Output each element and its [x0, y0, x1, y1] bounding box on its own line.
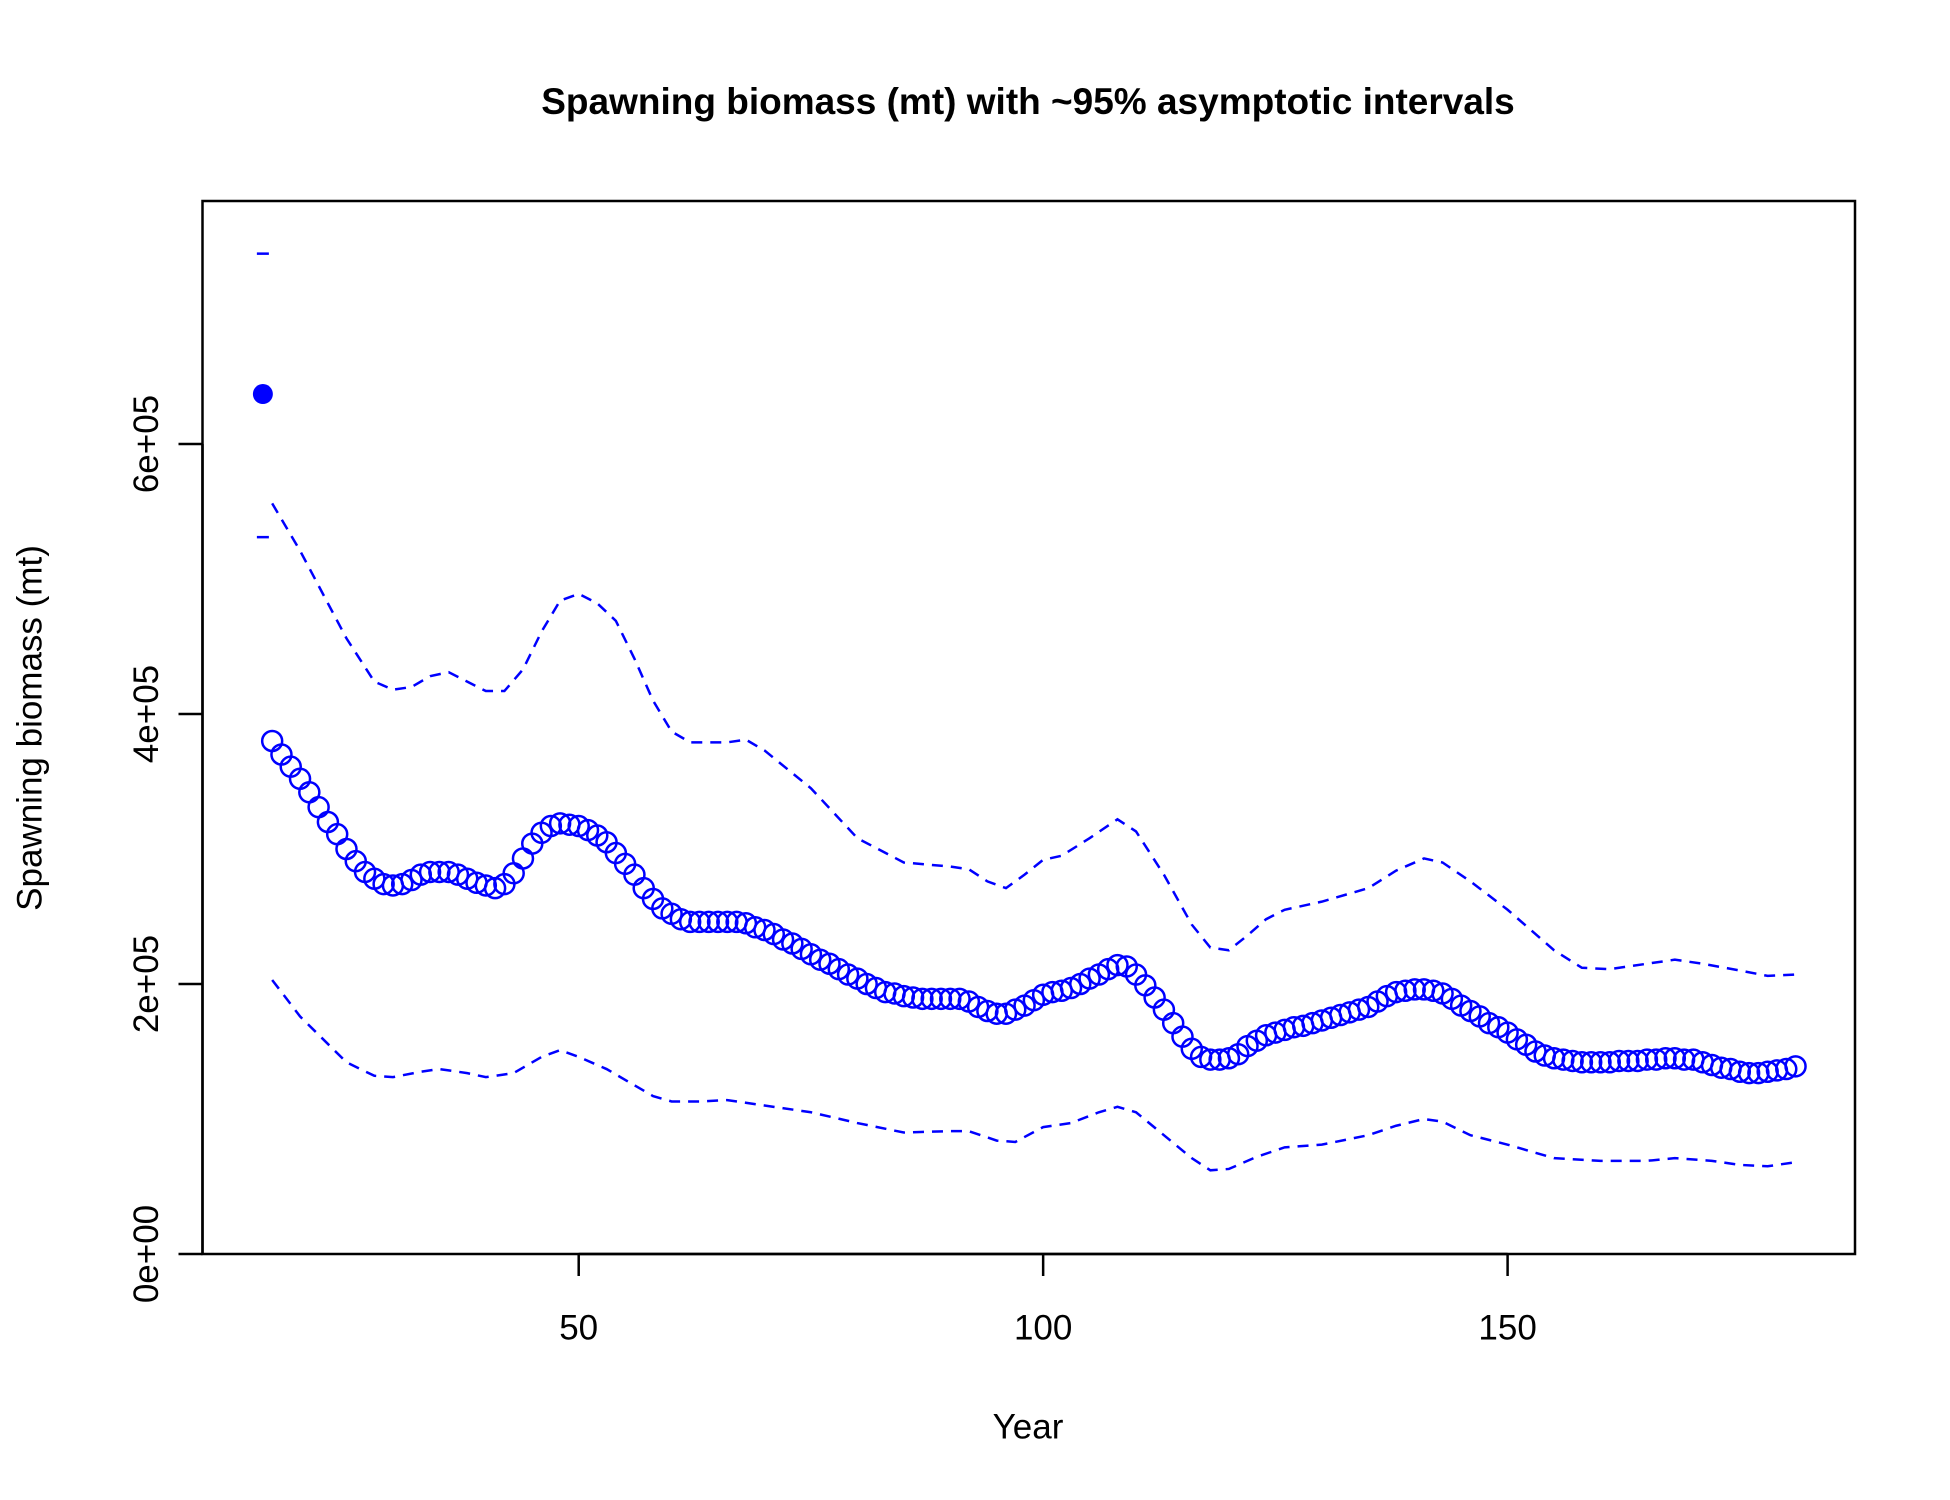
- data-point: [697, 910, 720, 934]
- data-point: [1579, 1051, 1603, 1074]
- data-point: [1663, 1047, 1687, 1070]
- data-point: [716, 910, 739, 934]
- data-point: [1635, 1048, 1659, 1071]
- data-point: [474, 874, 498, 897]
- data-point: [1644, 1048, 1668, 1071]
- data-point: [1570, 1051, 1594, 1074]
- data-point: [1775, 1057, 1798, 1081]
- data-point: [418, 860, 442, 884]
- y-tick-label: 4e+05: [127, 665, 166, 763]
- data-point: [911, 987, 934, 1011]
- data-point: [1422, 979, 1445, 1002]
- data-point: [1106, 953, 1129, 977]
- data-point: [1617, 1049, 1640, 1073]
- data-point: [1199, 1048, 1222, 1071]
- data-point: [372, 872, 395, 896]
- x-tick-label: 50: [559, 1308, 598, 1347]
- data-point: [929, 987, 953, 1011]
- data-point: [1347, 998, 1371, 1021]
- data-point: [1728, 1060, 1752, 1083]
- data-point: [1654, 1047, 1677, 1070]
- data-point: [920, 987, 943, 1011]
- data-point: [948, 987, 971, 1011]
- data-point: [1598, 1051, 1622, 1074]
- x-axis-label: Year: [993, 1407, 1064, 1446]
- data-point: [688, 910, 711, 934]
- data-point: [1626, 1049, 1649, 1073]
- y-tick-label: 6e+05: [127, 395, 166, 493]
- interval-line: [271, 502, 1796, 978]
- x-tick-label: 100: [1014, 1308, 1072, 1347]
- data-point: [706, 910, 730, 934]
- virgin-point: [252, 384, 273, 405]
- data-point: [1784, 1055, 1807, 1078]
- interval-line: [271, 979, 1796, 1172]
- data-point: [1403, 978, 1426, 1001]
- data-point: [539, 814, 563, 838]
- data-point: [1589, 1051, 1612, 1074]
- data-point: [1394, 979, 1417, 1002]
- x-tick-label: 150: [1478, 1308, 1536, 1347]
- data-point: [901, 986, 925, 1009]
- chart-title: Spawning biomass (mt) with ~95% asymptot…: [541, 81, 1515, 122]
- data-point: [1737, 1061, 1761, 1085]
- y-axis-label: Spawning biomass (mt): [10, 545, 49, 911]
- y-tick-label: 2e+05: [127, 935, 166, 1033]
- data-point: [678, 910, 702, 934]
- data-point: [1561, 1049, 1584, 1073]
- data-point: [1607, 1049, 1631, 1073]
- y-tick-label: 0e+00: [127, 1205, 166, 1303]
